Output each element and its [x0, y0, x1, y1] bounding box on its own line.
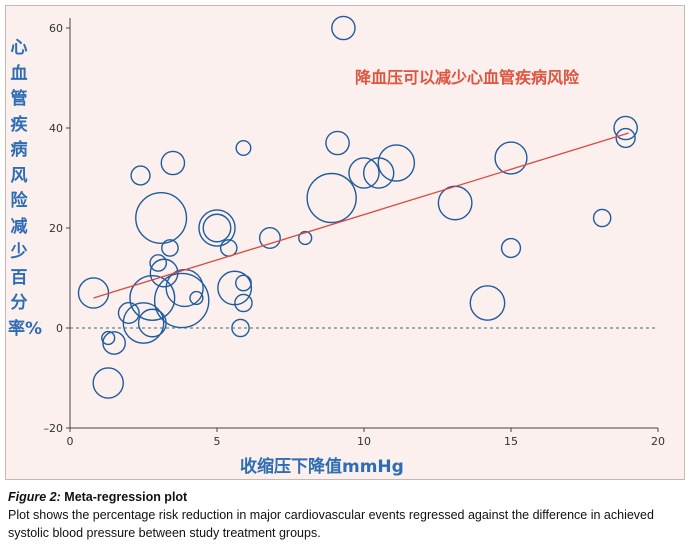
- bubble-point: [592, 208, 612, 228]
- bubble-point: [377, 144, 416, 182]
- y-tick-label: 60: [49, 22, 63, 35]
- bubble-point: [160, 150, 186, 176]
- caption-title: Meta-regression plot: [64, 490, 188, 504]
- y-axis-label: 心血管疾病风险减少百分率%: [8, 38, 43, 339]
- trend-lines: [70, 132, 658, 329]
- bubble-point: [331, 15, 356, 41]
- bubble-point: [231, 318, 250, 338]
- bubble-point: [494, 141, 528, 175]
- bubble-point: [101, 330, 116, 346]
- bubble-point: [235, 139, 252, 156]
- x-tick-label: 5: [214, 435, 221, 448]
- x-axis-label: 收缩压下降值mmHg: [240, 457, 404, 477]
- bubble-point: [298, 230, 313, 246]
- bubble-point: [161, 239, 179, 257]
- x-tick-label: 0: [67, 435, 74, 448]
- x-tick-label: 15: [504, 435, 518, 448]
- regression-line: [93, 132, 629, 299]
- y-tick-label: 20: [49, 222, 63, 235]
- bubble-point: [615, 127, 636, 149]
- bubble-point: [129, 274, 176, 322]
- bubble-point: [130, 165, 151, 186]
- y-tick-label: 40: [49, 122, 63, 135]
- bubble-point: [92, 367, 124, 399]
- bubble-point: [348, 157, 380, 189]
- bubble-point: [198, 209, 236, 247]
- bubble-point: [189, 290, 204, 306]
- bubble-point: [306, 172, 357, 224]
- bubble-point: [500, 237, 522, 259]
- plot-panel: [5, 5, 685, 480]
- y-tick-label: 0: [56, 322, 63, 335]
- bubble-point: [234, 293, 253, 313]
- bubble-point: [613, 115, 638, 141]
- bubble-point: [77, 277, 110, 309]
- bubble-point: [137, 308, 167, 338]
- caption-label: Figure 2:: [8, 490, 61, 504]
- bubble-point: [153, 272, 210, 329]
- x-tick-label: 20: [651, 435, 665, 448]
- chart-annotation: 降血压可以减少心血管疾病风险: [355, 68, 580, 87]
- bubble-point: [117, 301, 140, 325]
- bubble-point: [235, 274, 252, 292]
- x-tick-label: 10: [357, 435, 371, 448]
- bubble-point: [122, 302, 165, 344]
- bubble-point: [102, 331, 126, 355]
- figure-caption: Figure 2: Meta-regression plot Plot show…: [8, 488, 694, 542]
- bubble-point: [437, 185, 473, 221]
- bubble-point: [325, 130, 350, 156]
- bubble-point: [149, 254, 168, 272]
- bubble-points: [77, 15, 638, 399]
- caption-text: Plot shows the percentage risk reduction…: [8, 508, 654, 540]
- bubble-point: [202, 213, 232, 243]
- bubble-point: [135, 191, 188, 245]
- y-tick-label: –20: [44, 422, 64, 435]
- bubble-point: [469, 285, 506, 321]
- bubble-point: [258, 226, 281, 250]
- bubble-point: [362, 157, 395, 189]
